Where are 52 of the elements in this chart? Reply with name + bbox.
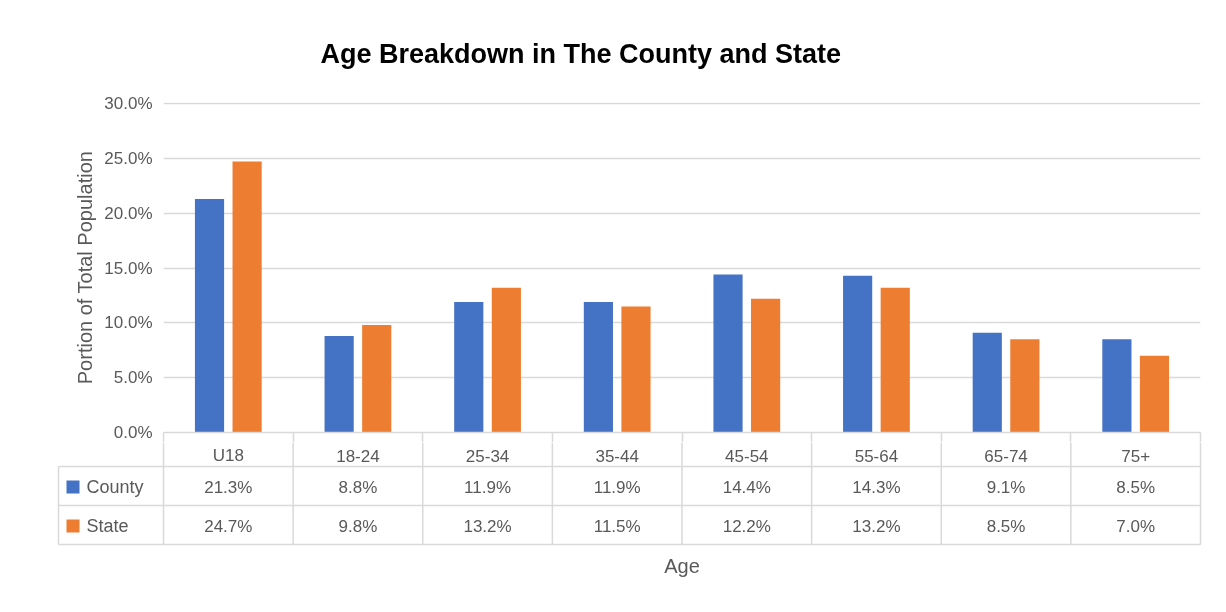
bar xyxy=(972,332,1002,433)
bar xyxy=(843,275,873,433)
bar xyxy=(713,274,743,433)
data-label: 21.3% xyxy=(204,477,253,497)
bar xyxy=(880,287,910,433)
bar xyxy=(583,302,613,433)
x-tick-label: 35-44 xyxy=(595,446,639,466)
data-label: 11.9% xyxy=(593,477,641,497)
y-axis-title: Portion of Total Population xyxy=(74,151,97,385)
data-label: 13.2% xyxy=(463,516,512,536)
x-tick-label: 25-34 xyxy=(465,446,510,466)
data-label: 24.7% xyxy=(204,516,253,536)
data-label: 8.8% xyxy=(338,477,378,497)
bar xyxy=(751,298,781,433)
x-tick-label: 18-24 xyxy=(336,446,380,466)
x-axis-title: Age xyxy=(664,554,700,577)
data-label: 7.0% xyxy=(1116,516,1156,536)
y-tick-label: 15.0% xyxy=(104,258,153,278)
y-tick-label: 5.0% xyxy=(113,368,153,388)
data-label: 14.3% xyxy=(852,477,901,497)
bar xyxy=(491,287,521,433)
data-label: 8.5% xyxy=(986,516,1026,536)
bar xyxy=(362,325,392,433)
data-label: 11.5% xyxy=(593,516,641,536)
bar xyxy=(1102,339,1132,433)
data-label: 14.4% xyxy=(722,477,771,497)
y-tick-label: 30.0% xyxy=(104,94,153,113)
bar xyxy=(621,306,651,433)
legend-label: County xyxy=(86,477,144,497)
x-tick-label: 45-54 xyxy=(725,446,769,466)
chart-title: Age Breakdown in The County and State xyxy=(320,38,842,69)
data-label: 9.8% xyxy=(338,516,378,536)
legend-label: State xyxy=(86,516,129,536)
data-label: 9.1% xyxy=(986,477,1026,497)
x-tick-label: U18 xyxy=(212,446,244,465)
bar xyxy=(1010,339,1040,433)
x-tick-label: 55-64 xyxy=(854,446,899,466)
y-tick-label: 10.0% xyxy=(104,313,153,333)
bar xyxy=(232,161,262,433)
bar xyxy=(1139,355,1170,433)
y-tick-label: 0.0% xyxy=(113,423,153,442)
data-label: 12.2% xyxy=(722,516,771,536)
bar xyxy=(324,335,354,433)
y-tick-label: 20.0% xyxy=(104,203,153,223)
x-tick-label: 75+ xyxy=(1121,446,1151,466)
bar xyxy=(454,302,484,433)
data-label: 13.2% xyxy=(852,516,901,536)
bar xyxy=(194,198,225,433)
y-tick-label: 25.0% xyxy=(104,148,153,168)
data-label: 8.5% xyxy=(1116,477,1156,497)
x-tick-label: 65-74 xyxy=(984,446,1028,466)
data-label: 11.9% xyxy=(464,477,512,497)
